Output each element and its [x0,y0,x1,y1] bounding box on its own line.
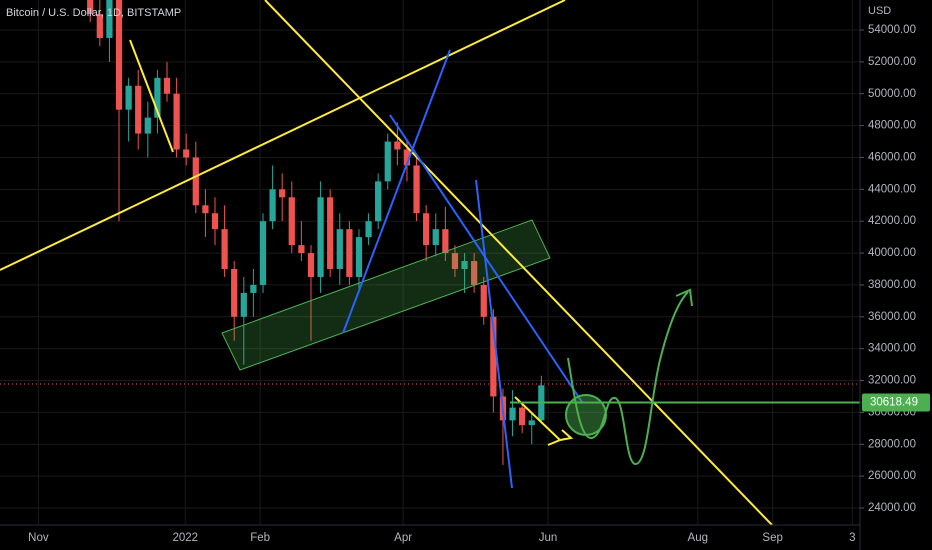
candle-body [183,149,190,158]
candle-body [307,253,315,277]
y-tick-label: 28000.00 [868,438,916,450]
candle-body [231,269,238,317]
y-tick-label: 54000.00 [868,24,916,36]
y-axis-unit: USD [868,5,891,17]
y-tick-label: 50000.00 [868,88,916,100]
candle-body [365,221,372,238]
candle-body [192,157,199,206]
candle-body [480,284,487,317]
candle-body [375,181,382,222]
x-tick-label: Aug [688,532,708,544]
candle-body [509,407,516,421]
trend-line [129,39,174,153]
candle-body [451,253,459,270]
trend-line [342,49,451,334]
candle-body [461,261,468,270]
x-tick-label: Apr [394,532,412,544]
x-tick-label: Feb [250,532,270,544]
price-tag [862,393,930,412]
candle-body [259,221,267,285]
candle-body [403,149,411,166]
candle-body [528,420,535,426]
y-tick-label: 52000.00 [868,56,916,68]
candle-body [144,117,151,134]
candle-body [279,189,286,198]
x-tick-label: Jun [539,532,558,544]
candle-body [202,205,209,214]
trend-line [0,0,566,271]
y-tick-label: 26000.00 [868,470,916,482]
y-tick-label: 24000.00 [868,502,916,514]
candle-body [413,165,420,214]
candle-body [394,141,401,150]
candle-body [154,77,161,118]
x-tick-label: Sep [762,532,782,544]
y-tick-label: 42000.00 [868,215,916,227]
drawings [0,0,773,525]
y-tick-label: 36000.00 [868,311,916,323]
candle-body [384,141,391,182]
channel [221,219,551,371]
y-tick-label: 48000.00 [868,120,916,132]
candle-body [96,14,103,38]
candle-body [106,0,113,38]
arrow-head [559,429,574,441]
symbol-title: Bitcoin / U.S. Dollar, 1D, BITSTAMP [6,7,181,19]
candle-body [490,316,497,397]
y-tick-label: 34000.00 [868,343,916,355]
grid [0,0,860,525]
trend-line [475,179,513,489]
candle-body [211,213,219,230]
y-tick-label: 40000.00 [868,247,916,259]
candle-body [87,0,94,15]
candle-body [298,245,305,254]
y-tick-label: 46000.00 [868,151,916,163]
candle-body [115,0,123,110]
candle-body [471,261,478,285]
candle-body [163,77,171,94]
candle-body [432,229,439,246]
candle-body [125,85,132,110]
candle-body [221,229,228,270]
trend-line [264,0,773,525]
arrow-head [675,288,693,307]
x-tick-label: Nov [28,532,49,544]
candle-body [269,189,276,222]
candle-body [240,292,247,317]
candle-body [355,237,363,277]
candle-body [519,407,526,426]
candle-body [442,229,449,254]
candle-body [336,229,343,270]
candle-body [346,229,353,277]
price-tag-label: 30618.49 [870,397,918,409]
y-tick-label: 32000.00 [868,375,916,387]
x-tick-label: 3 [849,532,855,544]
candle-body [288,197,295,246]
candle-body [423,213,430,246]
candle-body [135,85,142,134]
candle-body [327,197,334,270]
y-tick-label: 38000.00 [868,279,916,291]
candle-body [173,93,180,150]
projection [567,291,689,465]
candles [87,0,545,465]
candle-body [250,284,257,293]
candle-body [317,197,324,277]
x-tick-label: 2022 [172,532,198,544]
y-tick-label: 44000.00 [868,183,916,195]
